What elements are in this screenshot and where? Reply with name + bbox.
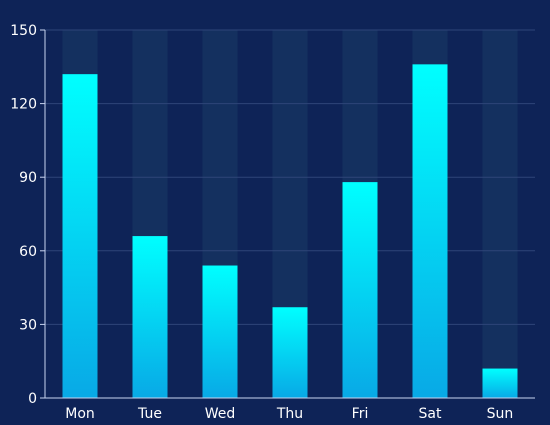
x-tick-label-thu: Thu xyxy=(276,406,303,420)
x-tick-label-fri: Fri xyxy=(352,406,369,420)
bar-thu[interactable] xyxy=(272,307,308,398)
x-tick-label-sun: Sun xyxy=(487,406,514,420)
bar-wed[interactable] xyxy=(202,265,238,398)
y-tick-label-120: 120 xyxy=(10,97,37,113)
bar-fri[interactable] xyxy=(342,182,378,398)
background-bar-sun xyxy=(482,30,518,398)
y-tick-label-60: 60 xyxy=(19,244,37,260)
y-tick-label-0: 0 xyxy=(28,391,37,407)
y-tick-label-90: 90 xyxy=(19,170,37,186)
data-bars xyxy=(62,64,518,398)
x-tick-label-tue: Tue xyxy=(137,406,162,420)
bar-mon[interactable] xyxy=(62,74,98,398)
bar-tue[interactable] xyxy=(132,236,168,398)
x-axis-tick-labels: Mon Tue Wed Thu Fri Sat Sun xyxy=(65,406,514,422)
y-tick-label-30: 30 xyxy=(19,317,37,333)
x-tick-label-wed: Wed xyxy=(205,406,236,420)
bar-sun[interactable] xyxy=(482,368,518,398)
x-tick-label-mon: Mon xyxy=(65,406,95,420)
bar-sat[interactable] xyxy=(412,64,448,398)
y-tick-label-150: 150 xyxy=(10,23,37,39)
axes xyxy=(40,29,535,399)
x-tick-label-sat: Sat xyxy=(419,406,442,420)
y-axis-tick-labels: 0 30 60 90 120 150 xyxy=(10,23,37,407)
